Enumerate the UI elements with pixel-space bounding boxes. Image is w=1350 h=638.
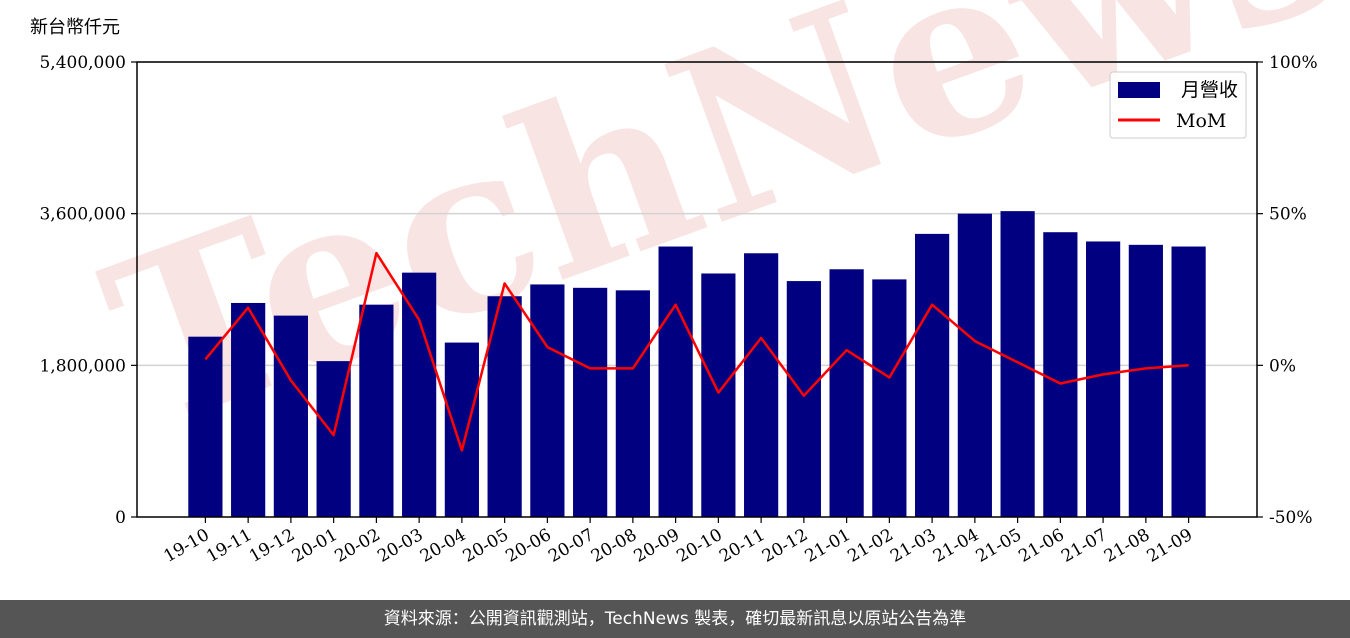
bar xyxy=(744,253,779,517)
x-tick-label: 20-02 xyxy=(331,525,383,567)
bar xyxy=(915,233,950,517)
bar xyxy=(359,304,394,517)
plot-frame xyxy=(136,61,1258,518)
x-tick-label: 20-09 xyxy=(631,525,683,567)
bar xyxy=(231,302,266,517)
left-tick-label: 5,400,000 xyxy=(39,53,126,73)
x-tick-label: 21-05 xyxy=(973,525,1025,567)
x-tick-label: 20-01 xyxy=(289,525,341,567)
bar xyxy=(530,284,565,517)
x-tick-label: 21-02 xyxy=(844,525,896,567)
legend-label-revenue: 月營收 xyxy=(1181,79,1238,101)
x-tick-label: 20-08 xyxy=(588,525,640,567)
x-tick-label: 20-10 xyxy=(673,525,725,567)
bar xyxy=(829,269,864,517)
x-tick-label: 20-06 xyxy=(502,525,554,567)
source-footer: 資料來源：公開資訊觀測站，TechNews 製表，確切最新訊息以原站公告為準 xyxy=(0,600,1350,638)
x-tick-label: 20-12 xyxy=(759,525,811,567)
bar xyxy=(1128,244,1163,517)
x-tick-label: 21-08 xyxy=(1101,525,1153,567)
bar xyxy=(658,246,693,517)
right-tick-label: -50% xyxy=(1269,508,1313,528)
bar xyxy=(872,279,907,517)
right-tick-label: 100% xyxy=(1269,53,1318,73)
x-tick-label: 19-10 xyxy=(160,525,212,567)
bar xyxy=(1043,232,1078,517)
x-tick-label: 20-03 xyxy=(374,525,426,567)
legend-label-mom: MoM xyxy=(1176,110,1226,132)
bar xyxy=(957,213,992,517)
x-tick-label: 21-03 xyxy=(887,525,939,567)
chart: TechNews 0 1,800,000 3,600,000 5,400,000 -50%… xyxy=(30,0,1350,567)
bar xyxy=(786,281,821,517)
x-tick-label: 20-07 xyxy=(545,525,597,567)
bar xyxy=(487,296,522,517)
bar xyxy=(615,290,650,517)
mom-line xyxy=(204,251,1189,452)
left-tick-label: 1,800,000 xyxy=(39,356,126,376)
unit-label: 新台幣仟元 xyxy=(30,17,120,38)
x-tick-label: 21-07 xyxy=(1058,525,1110,567)
x-tick-label: 21-09 xyxy=(1144,525,1196,567)
bar xyxy=(188,336,223,517)
bar xyxy=(402,272,437,517)
bar xyxy=(1171,246,1206,517)
bar xyxy=(701,273,736,517)
legend-swatch-bar xyxy=(1118,82,1160,98)
bar xyxy=(1000,211,1035,517)
x-tick-label: 20-04 xyxy=(417,525,469,567)
bar xyxy=(273,315,308,517)
bar xyxy=(444,342,479,517)
x-tick-label: 20-05 xyxy=(460,525,512,567)
bar xyxy=(573,287,608,517)
chart-svg: TechNews01,800,0003,600,0005,400,000-50%… xyxy=(30,0,1350,567)
x-tick-label: 21-06 xyxy=(1015,525,1067,567)
x-tick-label: 20-11 xyxy=(716,525,768,567)
right-tick-label: 50% xyxy=(1269,205,1307,225)
bar xyxy=(1086,241,1121,517)
x-tick-label: 21-04 xyxy=(930,525,982,567)
x-tick-label: 19-11 xyxy=(203,525,255,567)
left-tick-label: 3,600,000 xyxy=(39,205,126,225)
right-tick-label: 0% xyxy=(1269,356,1296,376)
x-tick-label: 21-01 xyxy=(802,525,854,567)
left-tick-label: 0 xyxy=(115,508,126,528)
x-tick-label: 19-12 xyxy=(246,525,298,567)
